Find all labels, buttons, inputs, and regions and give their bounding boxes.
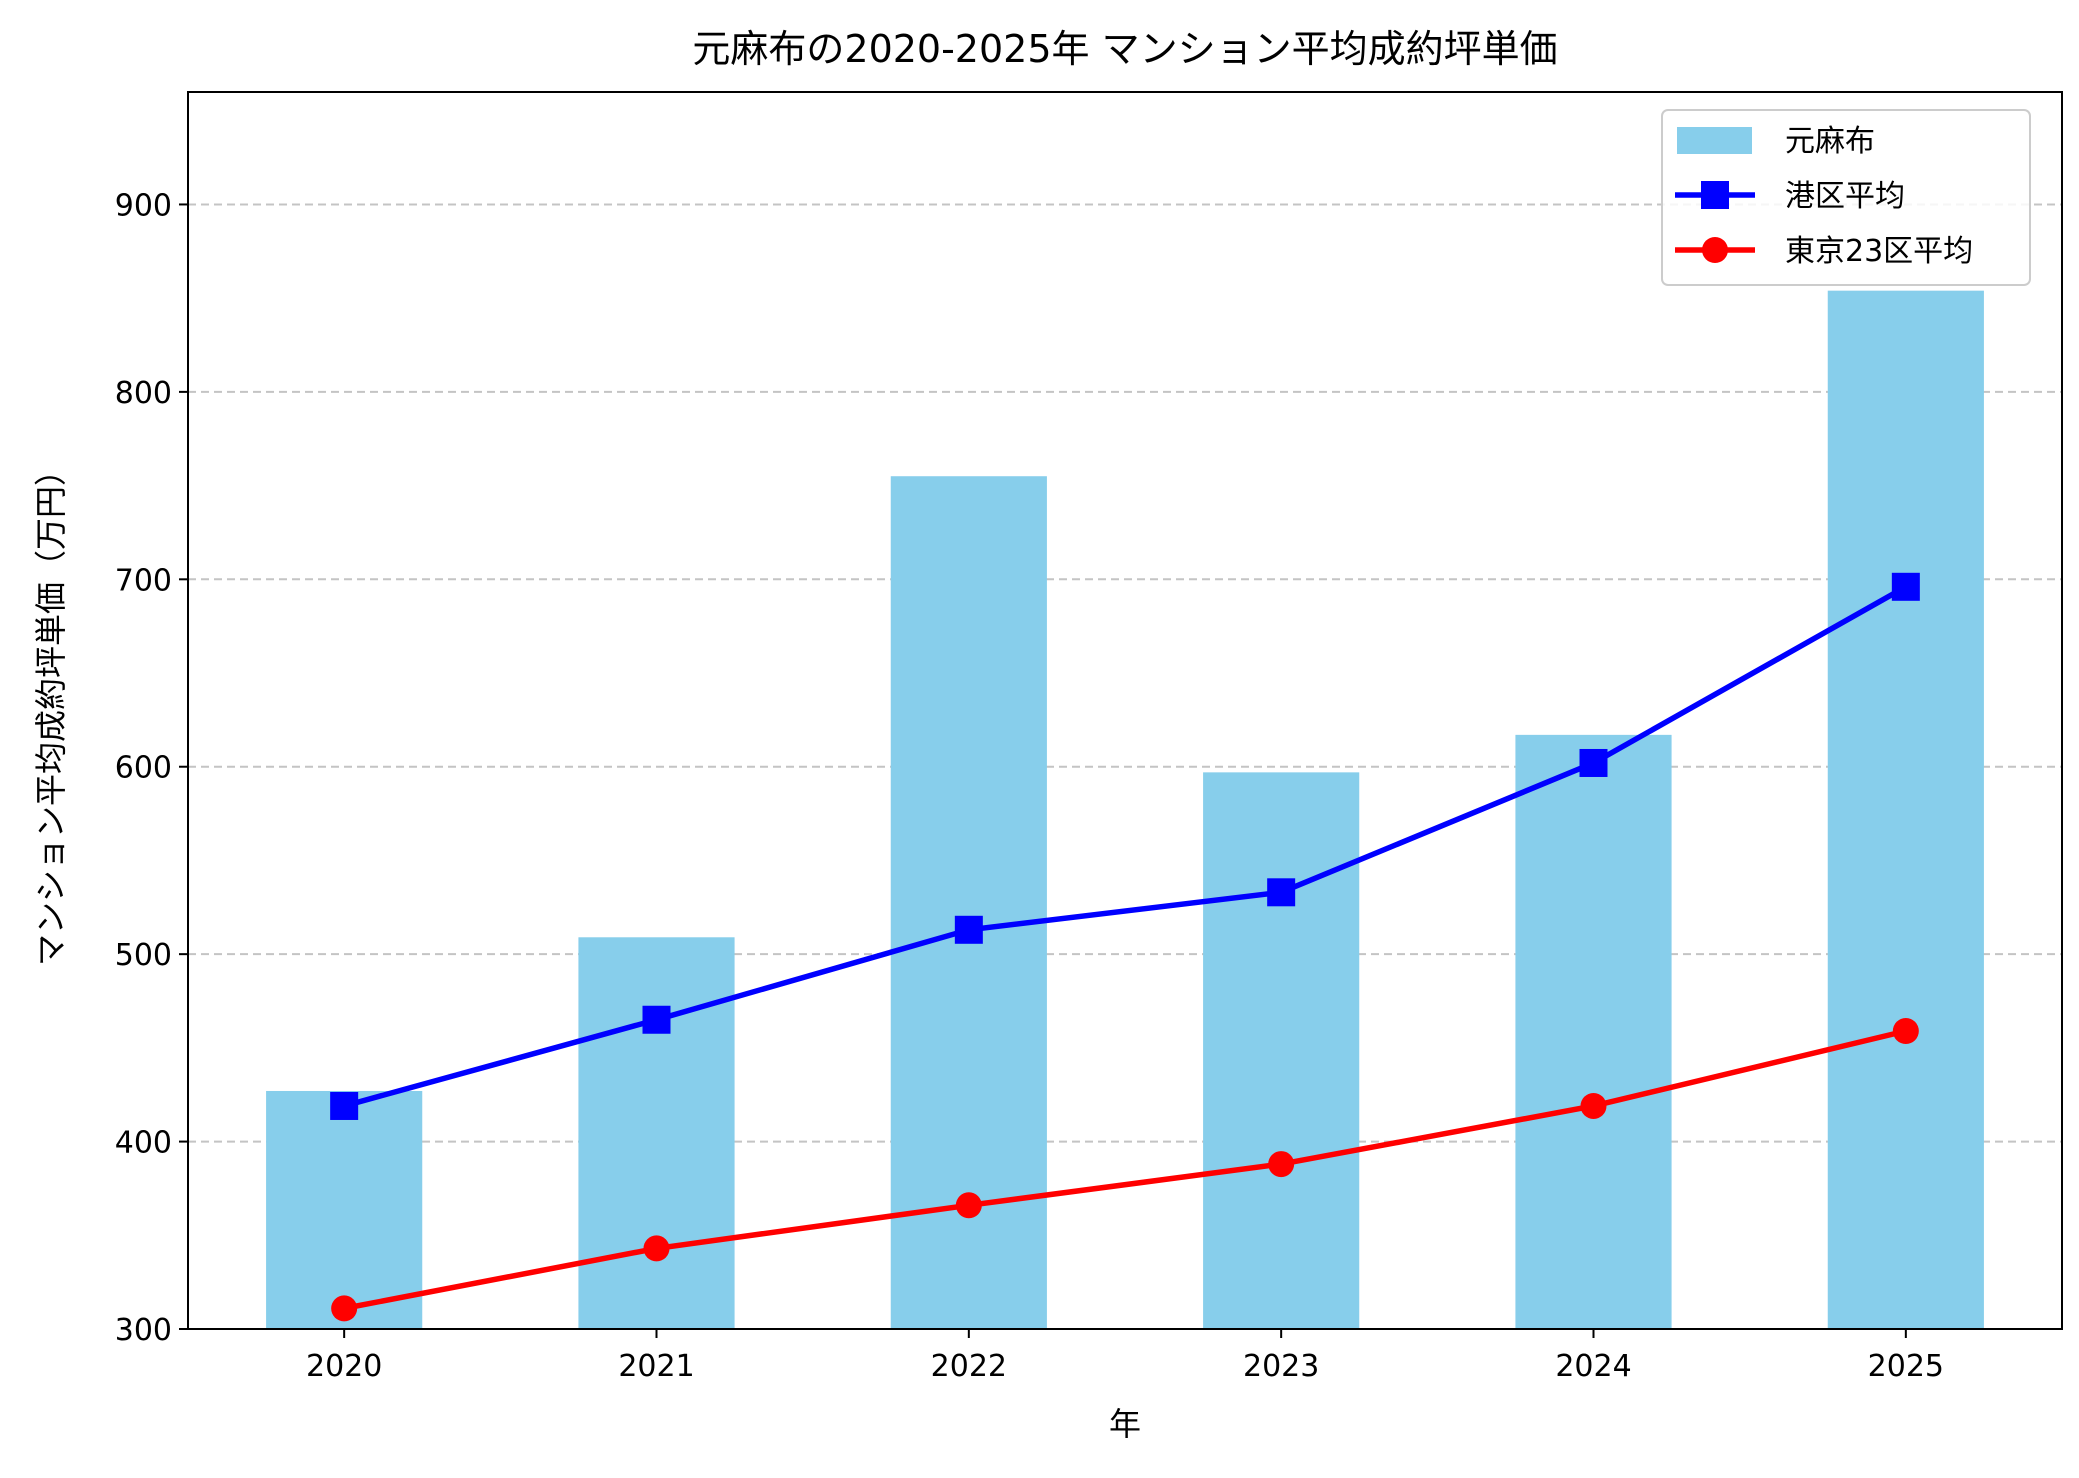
y-tick-label: 500 — [115, 938, 172, 973]
y-tick-label: 900 — [115, 188, 172, 223]
series-line-2 — [343, 1028, 1907, 1312]
x-tick-label: 2025 — [1868, 1349, 1944, 1384]
y-axis-label: マンション平均成約坪単価（万円） — [32, 454, 70, 966]
point-marker — [954, 915, 983, 944]
legend-label: 元麻布 — [1785, 124, 1875, 159]
plot-frame — [187, 91, 2063, 1330]
point-marker — [1891, 572, 1920, 601]
y-tick-label: 600 — [115, 751, 172, 786]
legend-marker-square — [1701, 181, 1729, 209]
legend-swatch-bar — [1677, 127, 1752, 154]
bar-2024 — [1515, 734, 1672, 1329]
legend-label: 港区平均 — [1785, 179, 1905, 214]
x-tick-label: 2024 — [1555, 1349, 1631, 1384]
grid — [188, 203, 2062, 1143]
y-axis: 300 400 500 600 700 800 900 — [115, 188, 188, 1348]
series-line-1 — [343, 584, 1908, 1109]
x-axis: 2020 2021 2022 2023 2024 2025 — [306, 1329, 1944, 1384]
bar-2025 — [1827, 290, 1984, 1330]
point-marker — [955, 1192, 982, 1219]
bar-2023 — [1203, 772, 1360, 1329]
bars — [266, 290, 1984, 1330]
point-marker — [643, 1235, 670, 1262]
x-tick-label: 2023 — [1243, 1349, 1319, 1384]
legend-marker-circle — [1702, 237, 1728, 263]
x-tick-label: 2021 — [618, 1349, 694, 1384]
y-tick-label: 700 — [115, 563, 172, 598]
lines — [330, 572, 1920, 1322]
x-axis-label: 年 — [1109, 1405, 1141, 1443]
y-tick-label: 800 — [115, 376, 172, 411]
point-marker — [1580, 1092, 1607, 1119]
point-marker — [330, 1091, 359, 1120]
legend-label: 東京23区平均 — [1785, 234, 1973, 269]
bar-2022 — [890, 476, 1047, 1329]
x-tick-label: 2020 — [306, 1349, 382, 1384]
point-marker — [642, 1005, 671, 1034]
legend-box — [1661, 109, 2031, 286]
chart-title: 元麻布の2020-2025年 マンション平均成約坪単価 — [692, 27, 1557, 71]
point-marker — [1579, 748, 1608, 777]
x-tick-label: 2022 — [931, 1349, 1007, 1384]
point-marker — [1892, 1017, 1919, 1044]
point-marker — [331, 1295, 358, 1322]
bar-2021 — [578, 937, 735, 1329]
bar-2020 — [266, 1090, 423, 1329]
y-tick-label: 300 — [115, 1313, 172, 1348]
point-marker — [1268, 1151, 1295, 1178]
point-marker — [1267, 878, 1296, 907]
y-tick-label: 400 — [115, 1126, 172, 1161]
